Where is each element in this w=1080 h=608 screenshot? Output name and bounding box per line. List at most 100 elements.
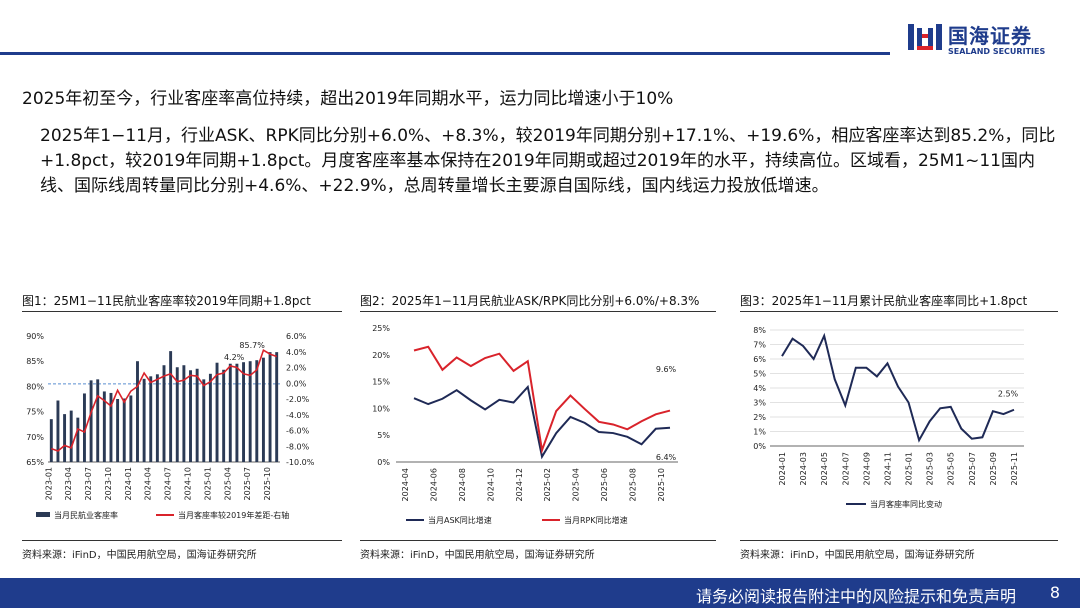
x-tick-label: 2023-07 (84, 467, 93, 500)
bar (182, 365, 186, 462)
sealand-logo-icon (908, 24, 942, 50)
x-tick-label: 2024-05 (820, 452, 829, 485)
x-tick-label: 2023-01 (44, 467, 53, 500)
bar (175, 367, 179, 462)
y2-tick-label: -8.0% (286, 442, 310, 451)
page-number: 8 (1049, 583, 1060, 602)
y2-tick-label: -2.0% (286, 395, 310, 404)
bar (69, 410, 73, 462)
x-tick-label: 2024-11 (883, 452, 892, 485)
annotation-label: 2.5% (998, 390, 1019, 399)
x-tick-label: 2024-01 (124, 467, 133, 500)
bar (202, 379, 206, 462)
x-tick-label: 2025-11 (1010, 452, 1019, 485)
y-tick-label: 85% (26, 357, 44, 366)
bar (129, 395, 133, 462)
y-tick-label: 10% (372, 404, 390, 413)
y-tick-label: 1% (753, 428, 766, 437)
fig3-source: 资料来源：iFinD，中国民用航空局，国海证券研究所 (740, 550, 975, 561)
bar (228, 363, 232, 462)
y-tick-label: 8% (753, 326, 766, 335)
y2-tick-label: -4.0% (286, 411, 310, 420)
x-tick-label: 2025-01 (203, 467, 212, 500)
bar (102, 391, 106, 462)
bar (56, 400, 60, 462)
y-tick-label: 15% (372, 378, 390, 387)
chart-3: 8% 7% 6% 5% 4% 3% 2% 1% 0% 2024-01 2024-03 2024-05 2… (753, 326, 1024, 509)
fig2-top-rule (360, 311, 716, 312)
x-tick-label: 2024-07 (164, 467, 173, 500)
y-tick-label: 70% (26, 433, 44, 442)
y-tick-label: 90% (26, 332, 44, 341)
fig1-source: 资料来源：iFinD，中国民用航空局，国海证券研究所 (22, 550, 257, 561)
x-tick-label: 2024-10 (184, 467, 193, 500)
y2-tick-label: 4.0% (286, 348, 307, 357)
brand-logo: 国海证券 SEALAND SECURITIES (908, 18, 1058, 62)
x-tick-label: 2025-09 (989, 452, 998, 485)
x-tick-label: 2025-05 (947, 452, 956, 485)
x-tick-label: 2024-07 (841, 452, 850, 485)
x-tick-label: 2025-01 (905, 452, 914, 485)
bar (109, 392, 113, 462)
x-tick-label: 2023-10 (104, 467, 113, 500)
fig2-title: 图2：2025年1−11月民航业ASK/RPK同比分别+6.0%/+8.3% (360, 294, 700, 308)
legend-label: 当月客座率较2019年差距-右轴 (178, 510, 289, 520)
x-tick-label: 2025-07 (243, 467, 252, 500)
y-tick-label: 80% (26, 382, 44, 391)
y-tick-label: 20% (372, 351, 390, 360)
legend-label: 当月RPK同比增速 (564, 515, 628, 525)
slide-headline: 2025年初至今，行业客座率高位持续，超出2019年同期水平，运力同比增速小于1… (22, 89, 674, 109)
x-tick-label: 2025-07 (968, 452, 977, 485)
bar (96, 379, 100, 462)
y-tick-label: 6% (753, 355, 766, 364)
bar (195, 368, 199, 462)
x-tick-label: 2024-08 (458, 468, 467, 501)
annotation-label: 6.4% (656, 453, 677, 462)
series-line-ask (413, 384, 671, 460)
legend-swatch-bar (36, 512, 50, 517)
legend-label: 当月ASK同比增速 (428, 515, 492, 525)
x-tick-label: 2024-04 (401, 468, 410, 501)
y2-tick-label: 6.0% (286, 332, 307, 341)
y-tick-label: 65% (26, 458, 44, 467)
bar (142, 378, 146, 462)
bar (215, 362, 219, 462)
bar (136, 361, 139, 462)
x-tick-label: 2025-04 (223, 467, 232, 500)
bar (261, 357, 265, 462)
y-tick-label: 3% (753, 399, 766, 408)
brand-name-en: SEALAND SECURITIES (948, 47, 1046, 56)
bar (82, 393, 86, 462)
bar (63, 414, 67, 462)
y-tick-label: 7% (753, 341, 766, 350)
series-line-gap-2019 (51, 348, 277, 452)
x-tick-label: 2025-08 (629, 468, 638, 501)
bar (242, 362, 246, 462)
annotation-label: 9.6% (656, 365, 677, 374)
bar (222, 369, 226, 462)
bar (122, 398, 126, 462)
bar (169, 351, 173, 462)
bar (155, 374, 159, 462)
brand-name-cn: 国海证券 (948, 24, 1032, 48)
bar (255, 360, 259, 462)
fig1-bottom-rule (22, 540, 342, 541)
y-tick-label: 0% (753, 442, 766, 451)
bar (248, 361, 252, 462)
y2-tick-label: -6.0% (286, 427, 310, 436)
y2-tick-label: 0.0% (286, 379, 307, 388)
x-tick-label: 2025-06 (600, 468, 609, 501)
y-tick-label: 75% (26, 408, 44, 417)
bar (49, 419, 53, 462)
header-rule (0, 52, 890, 55)
chart-2: 25% 20% 15% 10% 5% 0% 2024-04 2024-06 2024-08 202… (372, 324, 678, 525)
fig1-title: 图1：25M1−11民航业客座率较2019年同期+1.8pct (22, 294, 311, 308)
series-line-rpk (413, 345, 671, 455)
fig2-source: 资料来源：iFinD，中国民用航空局，国海证券研究所 (360, 550, 595, 561)
annotation-label: 4.2% (224, 353, 245, 362)
annotation-label: 85.7% (239, 341, 265, 350)
x-tick-label: 2025-04 (572, 468, 581, 501)
x-tick-label: 2023-04 (64, 467, 73, 500)
x-tick-label: 2024-12 (515, 468, 524, 501)
summary-paragraph: 2025年1−11月，行业ASK、RPK同比分别+6.0%、+8.3%，较201… (40, 126, 1056, 196)
